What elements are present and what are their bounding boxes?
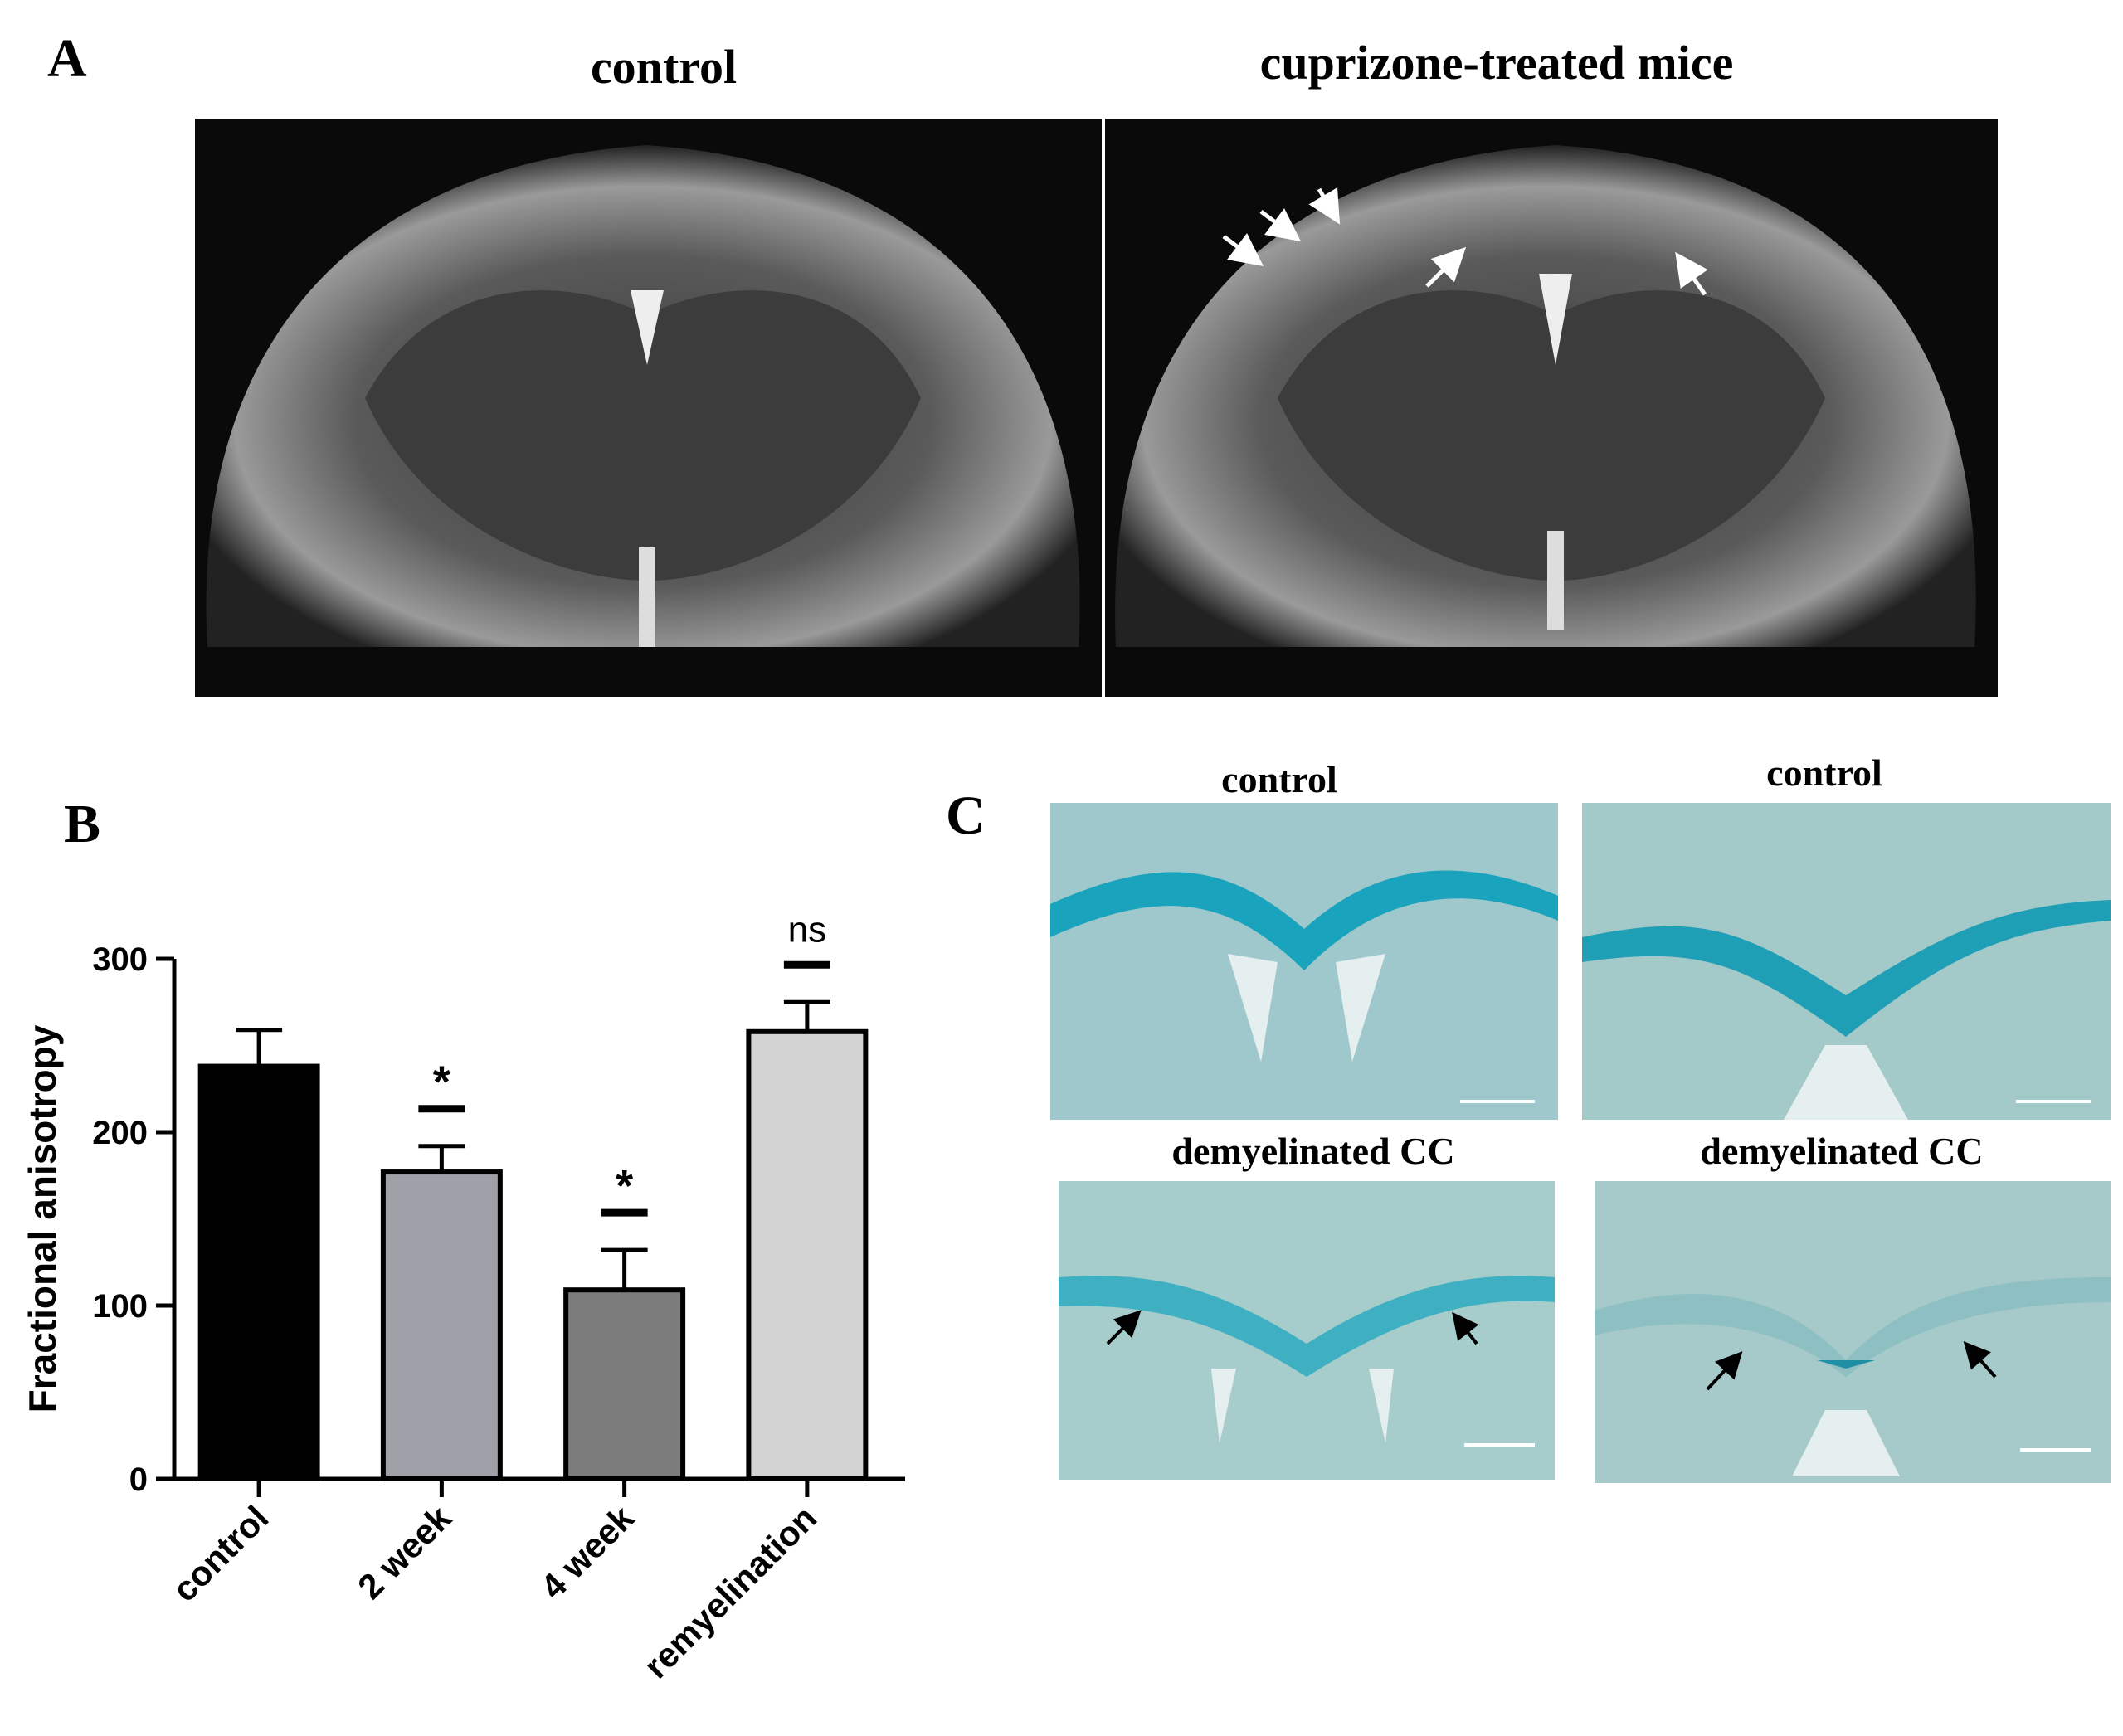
error-bar: [601, 1247, 648, 1291]
x-tick-label: 4 week: [533, 1498, 641, 1607]
panel-title: demyelinated CC: [1171, 1130, 1454, 1172]
y-axis-label: Fractional anisotropy: [21, 1024, 64, 1413]
mri-image: [195, 119, 1102, 697]
x-tick-label: remyelination: [636, 1498, 824, 1685]
panel-title: control: [1766, 751, 1882, 794]
panel-title: control: [1221, 758, 1337, 800]
panel-title: cuprizone-treated mice: [1260, 36, 1734, 90]
panel-title: demyelinated CC: [1700, 1130, 1983, 1172]
bar: [197, 1063, 320, 1481]
bar-chart: 0 100 200 300 Fractional anisotropy control * 2…: [21, 909, 905, 1685]
y-tick-label: 200: [92, 1115, 148, 1151]
bar: [746, 1028, 869, 1481]
error-bar: [418, 1144, 465, 1173]
panel-letter: C: [946, 785, 986, 846]
significance-label: *: [616, 1161, 633, 1211]
significance-label: ns: [788, 909, 826, 950]
histology-image: [1582, 803, 2111, 1120]
panel-letter: B: [64, 794, 100, 854]
bar: [380, 1169, 503, 1481]
significance-label: *: [433, 1058, 450, 1107]
y-tick-label: 100: [92, 1288, 148, 1325]
y-tick-label: 300: [92, 941, 148, 978]
error-bar: [783, 999, 830, 1032]
bar: [563, 1287, 686, 1481]
x-tick-label: control: [165, 1498, 276, 1609]
histology-image: [1059, 1181, 1555, 1480]
mri-image: [1105, 119, 1998, 697]
error-bar: [236, 1028, 283, 1067]
histology-image: [1595, 1181, 2111, 1483]
y-tick-label: 0: [129, 1461, 148, 1498]
panel-letter: A: [47, 28, 87, 89]
histology-image: [1050, 803, 1558, 1120]
panel-title: control: [591, 40, 737, 94]
x-tick-label: 2 week: [350, 1498, 459, 1607]
